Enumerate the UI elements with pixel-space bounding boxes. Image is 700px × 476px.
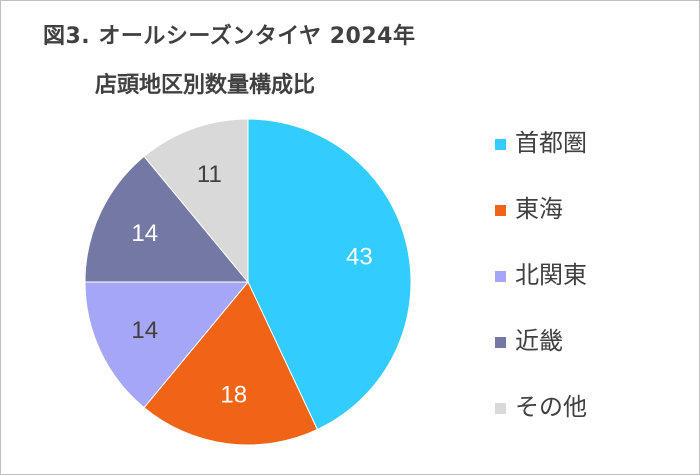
legend-label-sonota: その他 bbox=[515, 393, 587, 421]
legend-label-shutoken: 首都圏 bbox=[515, 129, 587, 157]
legend-item-sonota: その他 bbox=[495, 389, 587, 455]
legend-swatch-kinki bbox=[495, 337, 506, 348]
legend-label-kita-kanto: 北関東 bbox=[515, 261, 587, 289]
data-label-kinki: 14 bbox=[131, 220, 158, 247]
legend-swatch-kita-kanto bbox=[495, 271, 506, 282]
legend-swatch-sonota bbox=[495, 403, 506, 414]
data-label-sonota: 11 bbox=[197, 161, 222, 188]
legend-swatch-tokai bbox=[495, 205, 506, 216]
chart-subtitle: 店頭地区別数量構成比 bbox=[95, 73, 316, 98]
pie-slice-tokai bbox=[143, 281, 319, 446]
pie-slice-kita-kanto bbox=[84, 281, 250, 409]
pie-slice-shutoken bbox=[247, 118, 412, 431]
legend-item-shutoken: 首都圏 bbox=[495, 125, 587, 191]
pie-slice-kinki bbox=[84, 155, 250, 283]
chart-legend: 首都圏東海北関東近畿その他 bbox=[495, 125, 587, 455]
legend-label-tokai: 東海 bbox=[515, 195, 563, 223]
chart-title: 図3. オールシーズンタイヤ 2024年 bbox=[43, 24, 416, 49]
legend-item-kinki: 近畿 bbox=[495, 323, 587, 389]
data-label-shutoken: 43 bbox=[346, 244, 373, 271]
pie-slice-sonota bbox=[143, 118, 249, 284]
legend-label-kinki: 近畿 bbox=[515, 327, 563, 355]
legend-swatch-shutoken bbox=[495, 139, 506, 150]
legend-item-kita-kanto: 北関東 bbox=[495, 257, 587, 323]
legend-item-tokai: 東海 bbox=[495, 191, 587, 257]
data-label-tokai: 18 bbox=[220, 382, 247, 409]
data-label-kita-kanto: 14 bbox=[131, 317, 158, 344]
